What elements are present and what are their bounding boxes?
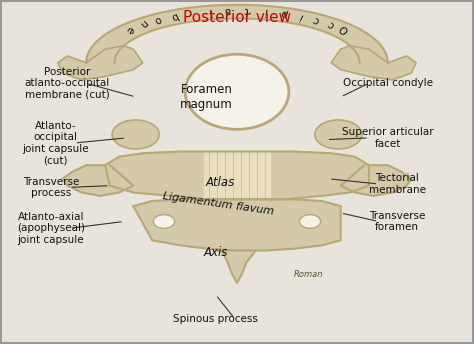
Text: Roman: Roman xyxy=(293,270,323,279)
Polygon shape xyxy=(105,151,369,199)
Text: p: p xyxy=(278,7,288,19)
Polygon shape xyxy=(331,46,416,80)
Text: Ligamentum flavum: Ligamentum flavum xyxy=(162,191,274,216)
Text: Foramen
magnum: Foramen magnum xyxy=(180,83,233,111)
Text: O: O xyxy=(337,23,351,35)
Text: c: c xyxy=(311,14,322,25)
Text: Atlanto-axial
(apophyseal)
joint capsule: Atlanto-axial (apophyseal) joint capsule xyxy=(17,212,85,245)
Text: Axis: Axis xyxy=(204,246,228,259)
Polygon shape xyxy=(204,151,270,199)
Text: Atlanto-
occipital
joint capsule
(cut): Atlanto- occipital joint capsule (cut) xyxy=(22,121,89,165)
Text: i: i xyxy=(263,6,267,16)
Polygon shape xyxy=(133,199,341,250)
Text: t: t xyxy=(244,5,249,15)
Text: a: a xyxy=(224,5,231,15)
Text: i: i xyxy=(297,11,304,21)
Text: Spinous process: Spinous process xyxy=(173,314,258,324)
Ellipse shape xyxy=(112,120,159,149)
Text: c: c xyxy=(326,18,337,30)
Polygon shape xyxy=(63,165,133,196)
Text: Superior articular
facet: Superior articular facet xyxy=(342,127,434,149)
Text: b: b xyxy=(168,10,179,22)
Text: o: o xyxy=(152,13,163,25)
Polygon shape xyxy=(86,5,388,63)
Ellipse shape xyxy=(315,120,362,149)
Ellipse shape xyxy=(154,215,174,228)
Polygon shape xyxy=(218,250,256,283)
Text: Occipital condyle: Occipital condyle xyxy=(343,78,433,88)
Text: Posterior view: Posterior view xyxy=(183,10,291,25)
Text: n: n xyxy=(137,18,149,30)
Text: e: e xyxy=(124,23,136,35)
Text: Atlas: Atlas xyxy=(206,176,235,190)
Text: Transverse
foramen: Transverse foramen xyxy=(369,211,425,232)
Ellipse shape xyxy=(185,54,289,129)
Polygon shape xyxy=(58,46,143,80)
Polygon shape xyxy=(341,165,411,196)
Ellipse shape xyxy=(300,215,320,228)
Text: Posterior
atlanto-occipital
membrane (cut): Posterior atlanto-occipital membrane (cu… xyxy=(25,67,110,100)
Text: l: l xyxy=(207,6,211,16)
Text: Transverse
process: Transverse process xyxy=(23,176,79,198)
Text: Tectorial
membrane: Tectorial membrane xyxy=(369,173,426,195)
